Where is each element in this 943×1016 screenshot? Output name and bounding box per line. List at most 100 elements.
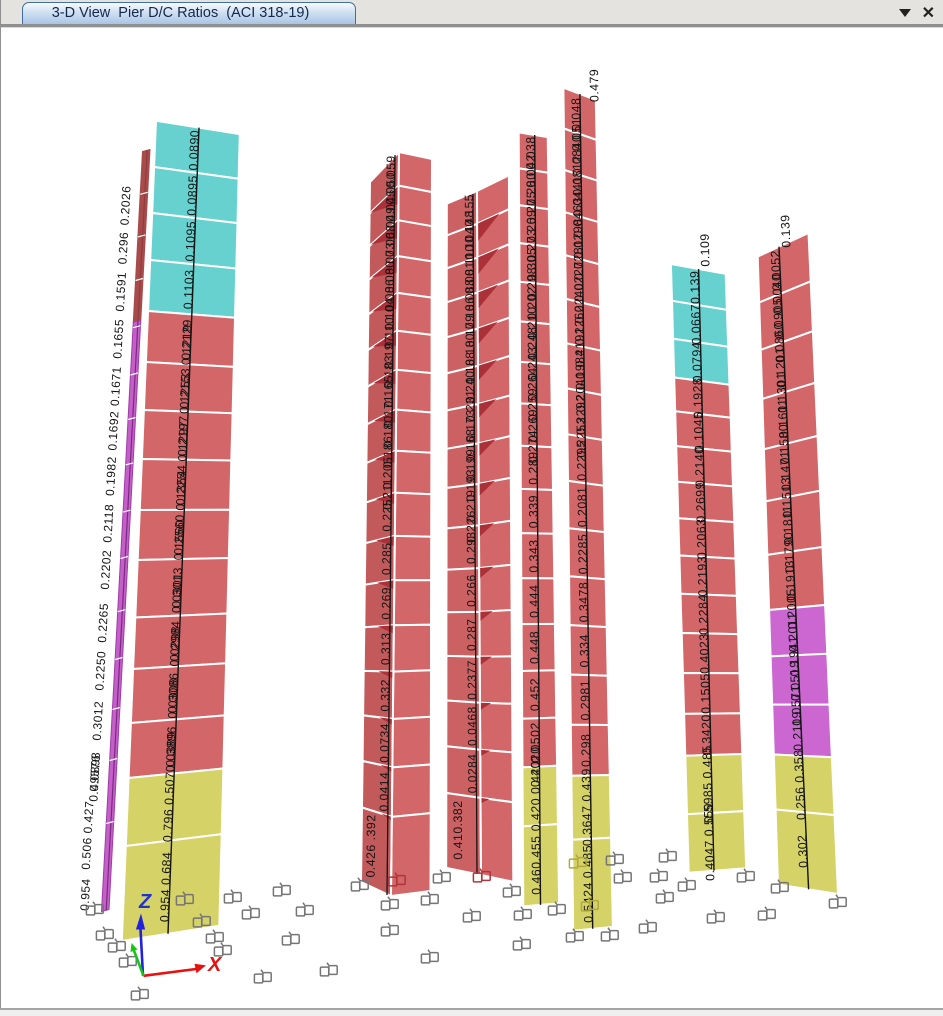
svg-text:0.183: 0.183 [382, 355, 396, 388]
svg-text:0.168: 0.168 [463, 429, 477, 462]
svg-text:0.479: 0.479 [587, 69, 602, 102]
svg-text:0.2191: 0.2191 [572, 327, 587, 368]
svg-text:0.050: 0.050 [383, 172, 397, 205]
svg-text:0.1982: 0.1982 [103, 456, 119, 496]
svg-text:0.086: 0.086 [382, 279, 396, 312]
svg-text:0.954 0.684: 0.954 0.684 [157, 851, 174, 922]
svg-text:0.073: 0.073 [383, 242, 397, 275]
svg-text:0.219: 0.219 [464, 490, 478, 523]
svg-text:0.3420: 0.3420 [699, 714, 714, 755]
svg-text:0.2285: 0.2285 [576, 534, 591, 575]
svg-text:0.2005: 0.2005 [784, 588, 800, 629]
svg-text:0.444: 0.444 [527, 585, 541, 618]
svg-text:0.243: 0.243 [525, 347, 539, 380]
svg-text:0.1655: 0.1655 [110, 319, 126, 359]
svg-text:0.2040: 0.2040 [573, 371, 588, 412]
svg-text:0.343: 0.343 [527, 539, 541, 572]
svg-text:0.0468: 0.0468 [465, 706, 479, 746]
svg-text:0.1297: 0.1297 [175, 421, 191, 462]
svg-text:0.2984: 0.2984 [168, 620, 184, 661]
svg-text:0.2026: 0.2026 [118, 185, 134, 225]
svg-text:0.240: 0.240 [463, 371, 477, 404]
svg-text:0.452: 0.452 [528, 678, 542, 711]
svg-text:0.2699: 0.2699 [693, 482, 708, 523]
svg-text:0.2981: 0.2981 [578, 680, 593, 721]
svg-text:0.1580: 0.1580 [776, 424, 792, 465]
svg-text:0.0898: 0.0898 [87, 751, 103, 791]
svg-text:0.410.382: 0.410.382 [451, 800, 465, 859]
svg-text:Z: Z [138, 891, 152, 913]
svg-text:0.186: 0.186 [463, 297, 477, 330]
svg-text:0.1201: 0.1201 [773, 347, 789, 388]
svg-text:0.2377: 0.2377 [465, 660, 479, 700]
svg-text:0.165: 0.165 [381, 375, 395, 408]
svg-text:0.104: 0.104 [382, 298, 396, 331]
svg-text:0.080: 0.080 [383, 260, 397, 293]
svg-text:0.059: 0.059 [384, 155, 398, 188]
svg-text:0.2153: 0.2153 [177, 368, 193, 409]
svg-text:0.248: 0.248 [525, 327, 539, 360]
svg-text:0.0298: 0.0298 [571, 218, 586, 259]
svg-text:0.1354: 0.1354 [173, 470, 189, 511]
svg-text:0.2063: 0.2063 [694, 518, 709, 559]
svg-text:0.1671: 0.1671 [108, 366, 124, 406]
svg-text:0.269: 0.269 [524, 210, 538, 243]
svg-text:0.045: 0.045 [383, 189, 397, 222]
svg-text:0.256 0.358: 0.256 0.358 [791, 749, 808, 820]
svg-text:0.273: 0.273 [524, 228, 538, 261]
svg-text:0.2292: 0.2292 [573, 394, 588, 435]
svg-text:0.0502: 0.0502 [528, 722, 542, 763]
svg-text:0.0301: 0.0301 [169, 572, 185, 613]
svg-text:0.205: 0.205 [380, 457, 394, 490]
svg-text:0.1219: 0.1219 [179, 324, 195, 365]
svg-text:0.2295: 0.2295 [574, 440, 589, 481]
svg-text:0.0734: 0.0734 [377, 723, 391, 763]
svg-text:0.2284: 0.2284 [696, 594, 711, 635]
svg-text:0.1591: 0.1591 [113, 271, 129, 311]
svg-text:0.1253: 0.1253 [177, 373, 193, 414]
svg-text:0.2197: 0.2197 [175, 415, 191, 456]
svg-text:0.1811: 0.1811 [780, 505, 796, 545]
svg-text:0.188: 0.188 [463, 352, 477, 385]
svg-text:0.0240: 0.0240 [572, 283, 587, 324]
svg-text:0.275: 0.275 [524, 191, 538, 224]
svg-text:0.1471: 0.1471 [777, 450, 793, 491]
svg-text:0.296: 0.296 [115, 231, 131, 264]
svg-text:0.042: 0.042 [524, 154, 538, 187]
svg-text:0.5985 0.485: 0.5985 0.485 [700, 745, 716, 823]
svg-text:0.2011: 0.2011 [785, 612, 801, 652]
svg-text:0.3013: 0.3013 [170, 567, 186, 608]
svg-text:0.460.455: 0.460.455 [529, 835, 543, 894]
svg-text:0.2193: 0.2193 [695, 556, 710, 597]
svg-text:0.0441: 0.0441 [570, 176, 585, 217]
svg-text:0.264: 0.264 [525, 367, 539, 400]
svg-text:0.332: 0.332 [378, 679, 392, 712]
svg-text:0.0860: 0.0860 [771, 322, 787, 363]
svg-text:0.1790: 0.1790 [781, 532, 797, 573]
svg-text:0.285: 0.285 [379, 542, 393, 575]
svg-text:0.3086: 0.3086 [166, 672, 182, 713]
svg-text:0.155: 0.155 [462, 194, 476, 227]
svg-text:0.0890: 0.0890 [186, 130, 202, 171]
svg-text:0.226: 0.226 [464, 510, 478, 543]
svg-text:0.2081: 0.2081 [575, 486, 590, 527]
svg-text:0.1692: 0.1692 [105, 410, 121, 450]
svg-text:0.0284: 0.0284 [465, 754, 479, 794]
svg-text:0.199: 0.199 [464, 449, 478, 482]
svg-text:0.081: 0.081 [462, 261, 476, 294]
svg-text:0.2253: 0.2253 [574, 417, 589, 458]
svg-text:0.2202: 0.2202 [98, 549, 114, 589]
svg-text:0.1913: 0.1913 [782, 560, 798, 601]
svg-text:0.179: 0.179 [463, 315, 477, 348]
svg-text:0.274: 0.274 [526, 430, 540, 463]
svg-text:0.49576: 0.49576 [86, 754, 103, 802]
svg-text:0.171: 0.171 [381, 395, 395, 428]
svg-text:X: X [207, 954, 223, 976]
svg-text:0.068: 0.068 [383, 224, 397, 257]
svg-text:0.313: 0.313 [379, 632, 393, 665]
svg-text:0.051: 0.051 [569, 118, 584, 151]
svg-text:0.104: 0.104 [462, 227, 476, 260]
svg-text:0.280: 0.280 [524, 172, 538, 205]
svg-text:0.1505: 0.1505 [698, 673, 713, 714]
svg-text:0.193: 0.193 [464, 469, 478, 502]
